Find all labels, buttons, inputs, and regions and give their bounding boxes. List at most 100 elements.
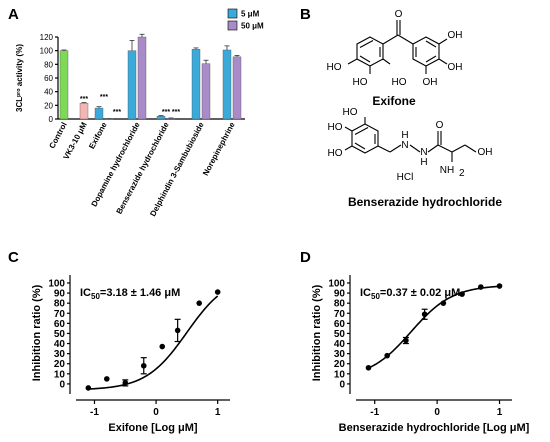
c-ic50-value: =3.18 ± 1.46 μM bbox=[100, 287, 180, 299]
a-bars: *** ****** *** *** bbox=[59, 33, 242, 120]
a-bar bbox=[94, 107, 104, 120]
d-y-tick-label: 20 bbox=[334, 359, 346, 370]
atom-ho: HO bbox=[328, 148, 343, 159]
c-x-tick-label: 1 bbox=[215, 407, 221, 418]
atom-n: N bbox=[401, 140, 408, 151]
c-y-tick-label: 80 bbox=[54, 299, 66, 310]
c-data-point bbox=[122, 380, 129, 386]
d-data-point bbox=[478, 284, 484, 290]
atom-h: H bbox=[401, 130, 408, 141]
atom-oh: OH bbox=[423, 77, 438, 88]
a-bar bbox=[79, 103, 89, 120]
a-bar bbox=[201, 63, 211, 120]
a-bar bbox=[191, 49, 201, 120]
d-y-tick-label: 80 bbox=[334, 299, 346, 310]
d-data-point bbox=[365, 364, 372, 371]
c-data-point bbox=[159, 343, 166, 350]
exifone-name: Exifone bbox=[372, 94, 416, 108]
d-x-axis-title: Benserazide hydrochloride [Log μM] bbox=[339, 422, 530, 434]
atom-hcl: HCl bbox=[397, 172, 414, 183]
d-plot-area bbox=[365, 283, 503, 371]
legend-label-5um: 5 μM bbox=[241, 10, 260, 19]
atom-oh: OH bbox=[478, 147, 493, 158]
d-y-tick-label: 50 bbox=[334, 329, 346, 340]
c-ic50-sub: 50 bbox=[91, 292, 100, 301]
c-y-tick-label: 40 bbox=[54, 339, 66, 350]
atom-oh: OH bbox=[448, 62, 463, 73]
a-significance-mark: *** bbox=[113, 109, 121, 116]
c-y-tick-label: 50 bbox=[54, 329, 66, 340]
c-y-tick-label: 100 bbox=[48, 279, 65, 290]
a-bar bbox=[222, 49, 232, 120]
panel-letter-a: A bbox=[8, 6, 19, 23]
a-y-tick-label: 120 bbox=[40, 33, 54, 42]
benserazide-name: Benserazide hydrochloride bbox=[348, 195, 502, 209]
atom-n: N bbox=[420, 147, 427, 158]
d-y-tick-label: 90 bbox=[334, 289, 346, 300]
a-y-tick-label: 80 bbox=[44, 60, 53, 69]
panel-letter-d: D bbox=[300, 249, 311, 266]
legend-swatch-5um bbox=[227, 8, 238, 19]
a-bar bbox=[166, 118, 176, 120]
d-y-tick-label: 40 bbox=[334, 339, 346, 350]
a-y-tick-label: 60 bbox=[44, 74, 53, 83]
atom-ho: HO bbox=[328, 122, 343, 133]
c-y-axis-title: Inhibition ratio (%) bbox=[31, 284, 43, 381]
a-significance-mark: *** bbox=[80, 96, 88, 103]
exifone-structure: O HO OH HO OH HO OH Exifone bbox=[327, 9, 463, 108]
c-y-tick-label: 30 bbox=[54, 349, 66, 360]
d-y-tick-label: 60 bbox=[334, 319, 346, 330]
c-y-tick-label: 0 bbox=[59, 379, 65, 390]
a-significance-mark: *** bbox=[162, 109, 170, 116]
c-x-axis-title: Exifone [Log μM] bbox=[108, 422, 198, 434]
a-category-label: Norepinephrine bbox=[201, 120, 237, 177]
c-y-tick-label: 20 bbox=[54, 359, 66, 370]
d-x-tick-label: -1 bbox=[370, 407, 379, 418]
a-bar bbox=[59, 50, 69, 120]
d-y-tick-label: 10 bbox=[334, 369, 346, 380]
atom-nh-subscript: 2 bbox=[459, 168, 465, 179]
c-x-tick-label: 0 bbox=[153, 407, 159, 418]
atom-o: O bbox=[436, 120, 444, 131]
c-ic50-annotation: IC50=3.18 ± 1.46 μM bbox=[80, 287, 180, 301]
a-y-tick-label: 40 bbox=[44, 88, 53, 97]
c-data-point bbox=[85, 385, 92, 391]
d-x-tick-label: 0 bbox=[434, 407, 440, 418]
c-y-tick-label: 90 bbox=[54, 289, 66, 300]
a-category-label: Exifone bbox=[87, 120, 109, 150]
a-y-ticks: 0 20 40 60 80 100 120 bbox=[40, 33, 58, 124]
d-data-point bbox=[459, 291, 465, 297]
d-y-axis-title: Inhibition ratio (%) bbox=[311, 284, 323, 381]
c-y-tick-label: 10 bbox=[54, 369, 66, 380]
d-y-tick-label: 100 bbox=[328, 279, 345, 290]
atom-nh: NH bbox=[440, 165, 454, 176]
d-x-tick-label: 1 bbox=[497, 407, 503, 418]
a-bar bbox=[156, 116, 166, 120]
c-data-point bbox=[174, 327, 181, 334]
a-category-label: Control bbox=[47, 121, 68, 150]
a-significance-mark: *** bbox=[172, 109, 180, 116]
panel-letter-b: B bbox=[300, 6, 311, 23]
legend-label-50um: 50 μM bbox=[241, 22, 264, 31]
c-x-tick-label: -1 bbox=[90, 407, 99, 418]
atom-ho: HO bbox=[343, 107, 358, 118]
a-y-tick-label: 0 bbox=[49, 115, 54, 124]
a-bar bbox=[137, 36, 147, 120]
d-data-point bbox=[384, 352, 391, 359]
atom-ho: HO bbox=[392, 77, 407, 88]
legend-swatch-50um bbox=[227, 20, 238, 31]
a-bar bbox=[104, 118, 114, 120]
benserazide-structure: HO HO HO N H N H O OH NH 2 HCl Benserazi… bbox=[328, 107, 503, 209]
c-data-point bbox=[196, 300, 202, 306]
a-bar bbox=[127, 50, 137, 120]
c-data-point bbox=[140, 362, 147, 369]
c-plot-area bbox=[85, 289, 221, 391]
atom-o: O bbox=[395, 9, 403, 20]
dose-response-chart-d: Inhibition ratio (%) Benserazide hydroch… bbox=[311, 275, 530, 434]
a-y-tick-label: 100 bbox=[40, 47, 54, 56]
d-ic50-sub: 50 bbox=[371, 292, 380, 301]
